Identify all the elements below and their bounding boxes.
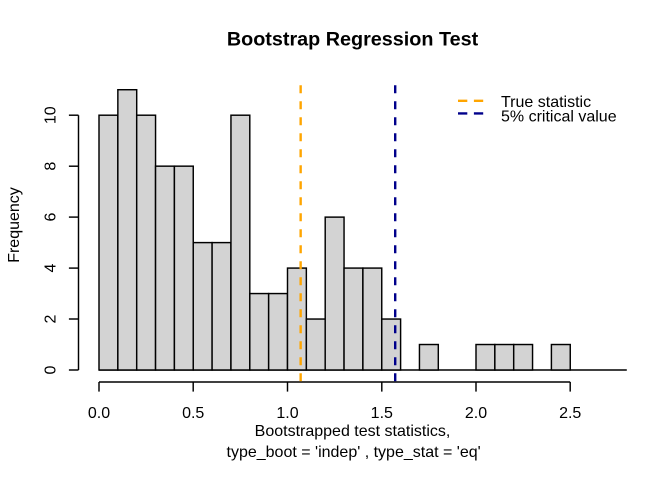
svg-text:6: 6 bbox=[43, 213, 60, 222]
svg-text:1.5: 1.5 bbox=[371, 405, 393, 422]
svg-text:0: 0 bbox=[43, 365, 60, 374]
svg-text:Bootstrap Regression Test: Bootstrap Regression Test bbox=[227, 29, 479, 51]
svg-text:2.0: 2.0 bbox=[465, 405, 487, 422]
svg-text:2.5: 2.5 bbox=[559, 405, 581, 422]
svg-text:2: 2 bbox=[43, 314, 60, 323]
svg-text:1.0: 1.0 bbox=[276, 405, 298, 422]
svg-text:10: 10 bbox=[43, 106, 60, 124]
svg-text:True statistic: True statistic bbox=[501, 94, 591, 111]
svg-text:Frequency: Frequency bbox=[6, 187, 23, 263]
svg-text:4: 4 bbox=[43, 264, 60, 273]
svg-text:8: 8 bbox=[43, 162, 60, 171]
svg-text:5% critical value: 5% critical value bbox=[501, 109, 617, 126]
svg-text:0.0: 0.0 bbox=[88, 405, 110, 422]
svg-text:0.5: 0.5 bbox=[182, 405, 204, 422]
svg-text:Bootstrapped test statistics,: Bootstrapped test statistics, bbox=[255, 423, 451, 440]
svg-text:type_boot = 'indep' , type_sta: type_boot = 'indep' , type_stat = 'eq' bbox=[227, 444, 481, 461]
